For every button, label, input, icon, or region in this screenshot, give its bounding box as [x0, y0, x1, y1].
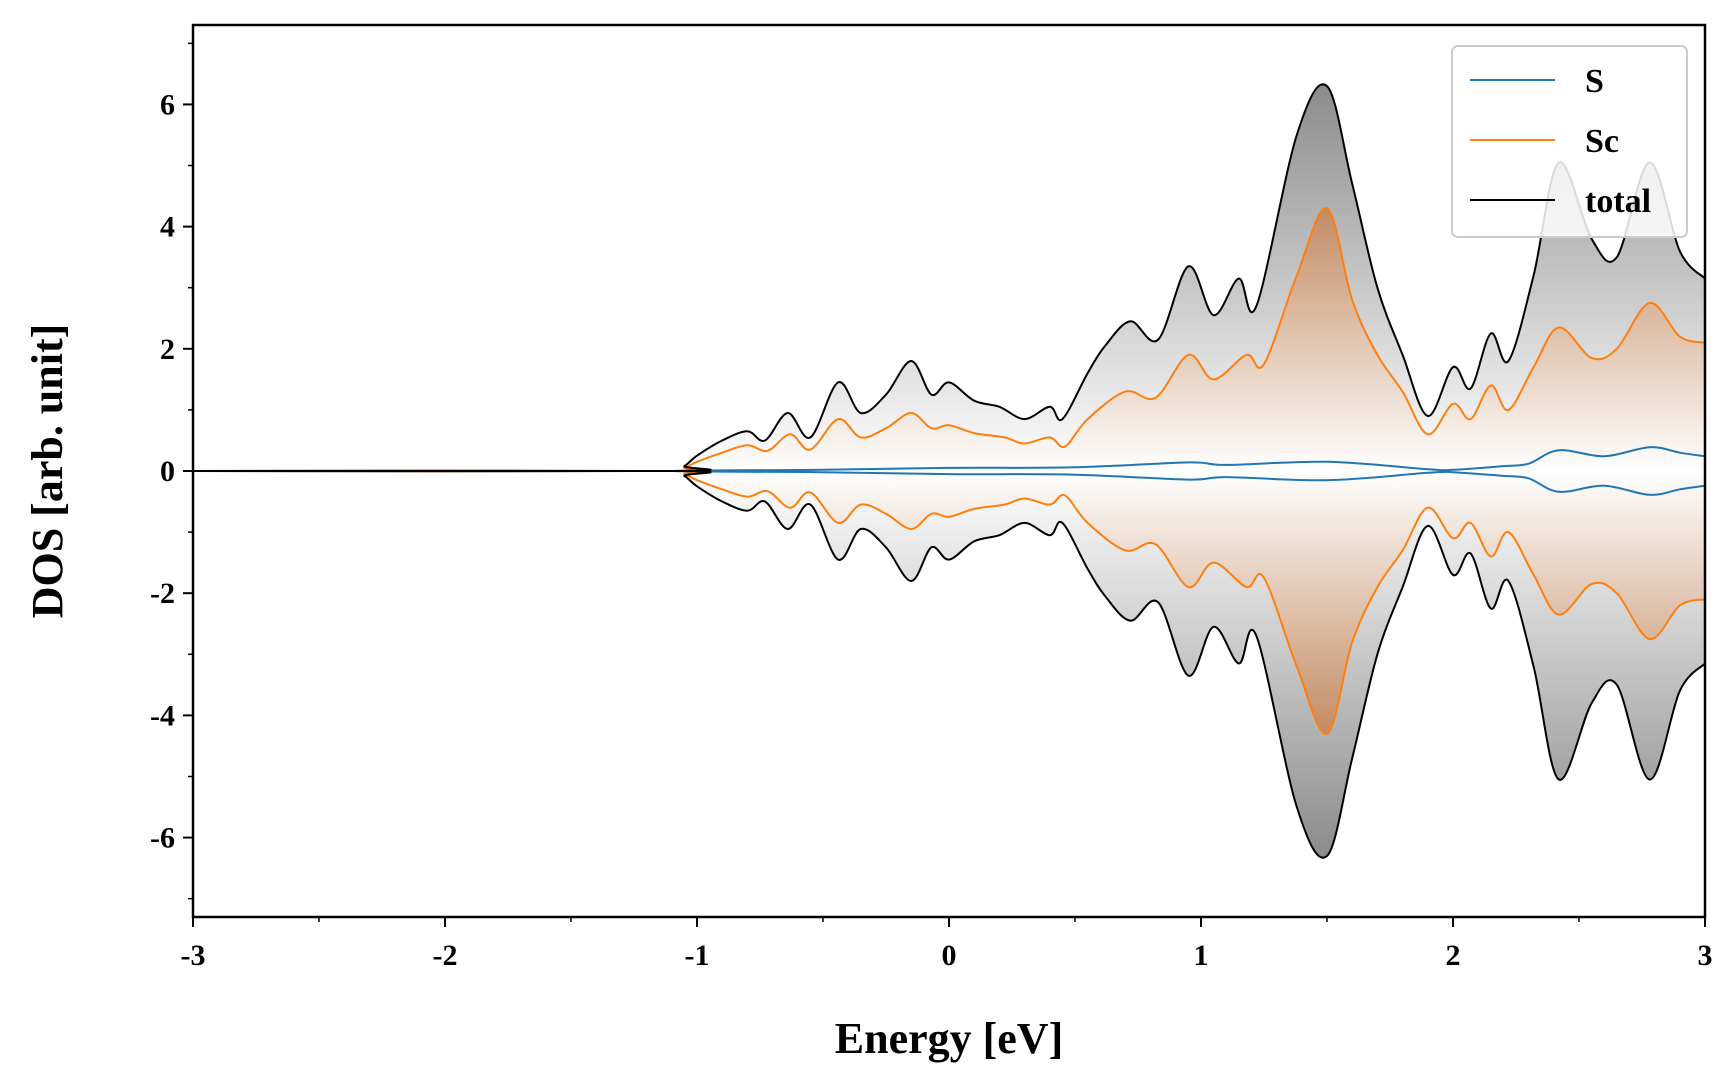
axis-ticks [183, 42, 1706, 927]
y-tick-label: 6 [160, 88, 175, 121]
legend-label-sc: Sc [1585, 123, 1619, 160]
y-tick-label: 0 [160, 455, 175, 488]
series-line-sc-down [193, 469, 1705, 735]
x-axis-title: Energy [eV] [835, 1014, 1064, 1063]
y-tick-label: 2 [160, 333, 175, 366]
series-line-sc-up [193, 207, 1705, 473]
dos-fills [193, 84, 1705, 858]
series-line-total-down [193, 469, 1705, 859]
x-tick-label: 2 [1446, 939, 1461, 972]
x-tick-label: 3 [1698, 939, 1713, 972]
x-tick-label: -3 [181, 939, 206, 972]
legend: S Sc total [1451, 45, 1688, 238]
y-tick-label: 4 [160, 211, 175, 244]
legend-label-s: S [1585, 63, 1604, 100]
y-tick-label: -6 [150, 822, 175, 855]
series-line-total-up [193, 83, 1705, 473]
x-tick-label: -2 [433, 939, 458, 972]
legend-box [1451, 45, 1688, 238]
axis-tick-labels: -3 -2 -1 0 1 2 3 -6 -4 -2 0 2 4 6 [150, 88, 1713, 972]
x-tick-label: 1 [1194, 939, 1209, 972]
legend-label-total: total [1585, 183, 1651, 220]
y-tick-label: -4 [150, 699, 175, 732]
dos-lines [193, 83, 1705, 859]
y-axis-title: DOS [arb. unit] [23, 324, 72, 619]
sc-fill [193, 208, 1705, 734]
y-tick-label: -2 [150, 577, 175, 610]
x-tick-label: -1 [685, 939, 710, 972]
x-tick-label: 0 [942, 939, 957, 972]
